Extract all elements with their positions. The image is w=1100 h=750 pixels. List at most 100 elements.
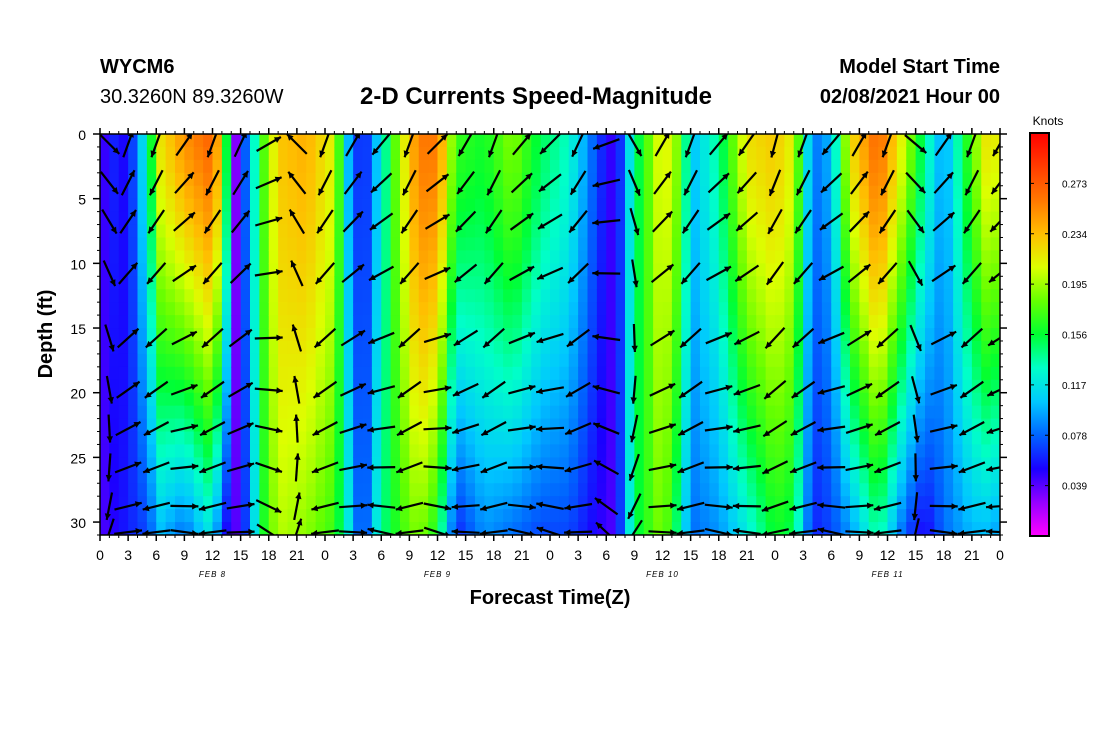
heat-cell: [690, 470, 701, 484]
heat-cell: [390, 457, 401, 471]
heat-cell: [165, 405, 176, 420]
heat-cell: [578, 237, 589, 252]
heat-cell: [990, 444, 1000, 458]
heat-cell: [765, 328, 776, 342]
heat-cell: [465, 211, 476, 226]
current-vector: [319, 134, 330, 158]
heat-cell: [990, 522, 1000, 535]
heat-cell: [671, 392, 682, 407]
heat-cell: [250, 250, 260, 264]
heat-cell: [212, 431, 223, 446]
heat-cell: [765, 302, 776, 316]
heat-cell: [456, 198, 467, 213]
heat-cell: [371, 134, 382, 148]
heat-cell: [709, 185, 720, 200]
heat-cell: [756, 470, 767, 484]
heat-cell: [100, 457, 110, 471]
heat-cell: [371, 366, 382, 381]
heat-cell: [465, 302, 476, 316]
heat-cell: [100, 392, 110, 407]
heat-cell: [371, 211, 382, 226]
heat-cell: [775, 159, 785, 174]
heat-cell: [718, 302, 729, 316]
heat-cell: [878, 405, 889, 420]
heat-cell: [550, 509, 560, 523]
heat-cell: [193, 496, 204, 510]
heat-cell: [221, 483, 232, 497]
heat-cell: [615, 172, 626, 187]
heat-cell: [437, 418, 448, 433]
heat-cell: [343, 509, 354, 523]
heat-cell: [634, 328, 645, 342]
heat-cell: [896, 211, 907, 226]
heat-cell: [756, 457, 767, 471]
heat-cell: [400, 379, 410, 394]
heat-cell: [353, 198, 364, 213]
heat-cell: [418, 483, 429, 497]
heat-cell: [240, 172, 251, 187]
heat-cell: [540, 328, 551, 342]
heat-cell: [203, 211, 214, 226]
heat-cell: [109, 302, 120, 316]
heat-cell: [278, 328, 289, 342]
heat-cell: [653, 379, 664, 394]
heat-cell: [718, 522, 729, 535]
heat-cell: [559, 405, 570, 420]
heat-cell: [296, 353, 307, 368]
heat-cell: [953, 418, 964, 433]
heat-cell: [146, 405, 157, 420]
heat-cell: [803, 483, 814, 497]
heat-cell: [381, 134, 392, 148]
heat-cell: [165, 172, 176, 187]
heat-cell: [728, 328, 739, 342]
heat-cell: [437, 146, 448, 161]
heat-cell: [878, 470, 889, 484]
heat-cell: [362, 237, 373, 252]
heat-cell: [240, 211, 251, 226]
heat-cell: [381, 418, 392, 433]
heat-cell: [634, 198, 645, 213]
heat-cell: [690, 224, 701, 239]
heat-cell: [512, 340, 523, 355]
heat-cell: [475, 457, 485, 471]
heat-cell: [465, 353, 476, 368]
heat-cell: [296, 289, 307, 303]
heat-cell: [606, 522, 617, 535]
heat-cell: [465, 237, 476, 252]
current-vector: [794, 209, 812, 234]
heat-cell: [700, 405, 710, 420]
heat-cell: [531, 340, 542, 355]
heat-cell: [887, 302, 898, 316]
heat-cell: [681, 172, 692, 187]
heat-cell: [606, 366, 617, 381]
heat-cell: [953, 431, 964, 446]
heat-cell: [606, 159, 617, 174]
heat-cell: [381, 250, 392, 264]
heat-cell: [268, 328, 279, 342]
heat-cell: [428, 276, 439, 290]
heat-cell: [493, 211, 504, 226]
heat-cell: [690, 522, 701, 535]
heat-cell: [259, 457, 270, 471]
heat-cell: [615, 134, 626, 148]
heat-cell: [709, 418, 720, 433]
heat-cell: [943, 444, 954, 458]
heat-cell: [971, 198, 982, 213]
heat-cell: [596, 353, 607, 368]
heat-cell: [981, 392, 992, 407]
heat-cell: [193, 457, 204, 471]
heat-cell: [925, 392, 935, 407]
heat-cell: [446, 237, 457, 252]
heat-cell: [765, 522, 776, 535]
heat-cell: [756, 418, 767, 433]
current-vector: [107, 518, 115, 535]
heat-cell: [521, 392, 532, 407]
heat-cell: [850, 250, 860, 264]
heat-cell: [278, 224, 289, 239]
heat-cell: [793, 457, 804, 471]
heat-cell: [371, 418, 382, 433]
heat-cell: [203, 379, 214, 394]
heat-cell: [671, 237, 682, 252]
heat-cell: [878, 224, 889, 239]
heat-cell: [812, 276, 823, 290]
